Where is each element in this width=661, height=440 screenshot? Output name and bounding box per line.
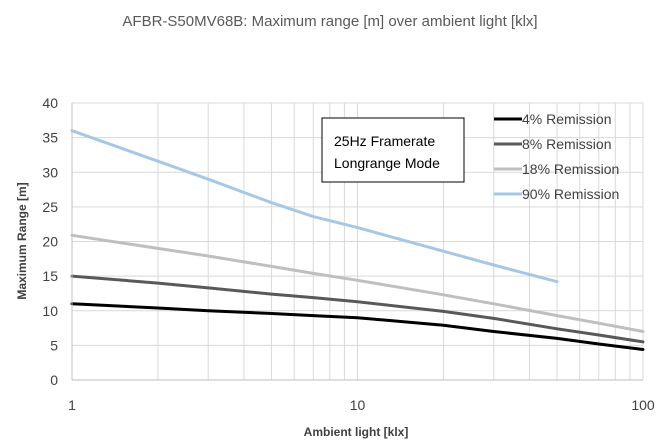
y-tick-label: 15 <box>42 268 58 284</box>
y-tick-label: 25 <box>42 199 58 215</box>
x-tick-label: 100 <box>631 397 655 413</box>
y-tick-label: 5 <box>50 337 58 353</box>
y-tick-label: 20 <box>42 234 58 250</box>
annotation-line-framerate: 25Hz Framerate <box>334 133 435 149</box>
series-line-4 <box>70 129 559 284</box>
annotation-box: 25Hz Framerate Longrange Mode <box>321 117 465 183</box>
y-tick-label: 30 <box>42 164 58 180</box>
series-line-1 <box>70 302 645 351</box>
series-line-3 <box>70 233 645 333</box>
x-tick-label: 1 <box>68 397 76 413</box>
axes: 0 5 10 15 20 25 30 35 40 1 10 100 <box>42 95 654 413</box>
legend-label-2: 8% Remission <box>522 136 611 152</box>
legend: 4% Remission 8% Remission 18% Remission 90%… <box>494 111 619 202</box>
x-tick-label: 10 <box>350 397 366 413</box>
series-lines <box>70 129 645 351</box>
y-tick-label: 40 <box>42 95 58 111</box>
series-line-2 <box>70 274 645 344</box>
annotation-line-mode: Longrange Mode <box>334 155 440 171</box>
y-tick-label: 10 <box>42 303 58 319</box>
y-tick-label: 35 <box>42 130 58 146</box>
chart-title: AFBR-S50MV68B: Maximum range [m] over am… <box>122 13 537 30</box>
grid <box>71 102 644 381</box>
annotation-frame <box>321 117 465 183</box>
legend-label-4: 90% Remission <box>522 186 619 202</box>
legend-label-1: 4% Remission <box>522 111 611 127</box>
x-axis-title: Ambient light [klx] <box>304 425 409 439</box>
y-axis-title: Maximum Range [m] <box>15 182 29 299</box>
legend-label-3: 18% Remission <box>522 161 619 177</box>
y-tick-label: 0 <box>50 372 58 388</box>
